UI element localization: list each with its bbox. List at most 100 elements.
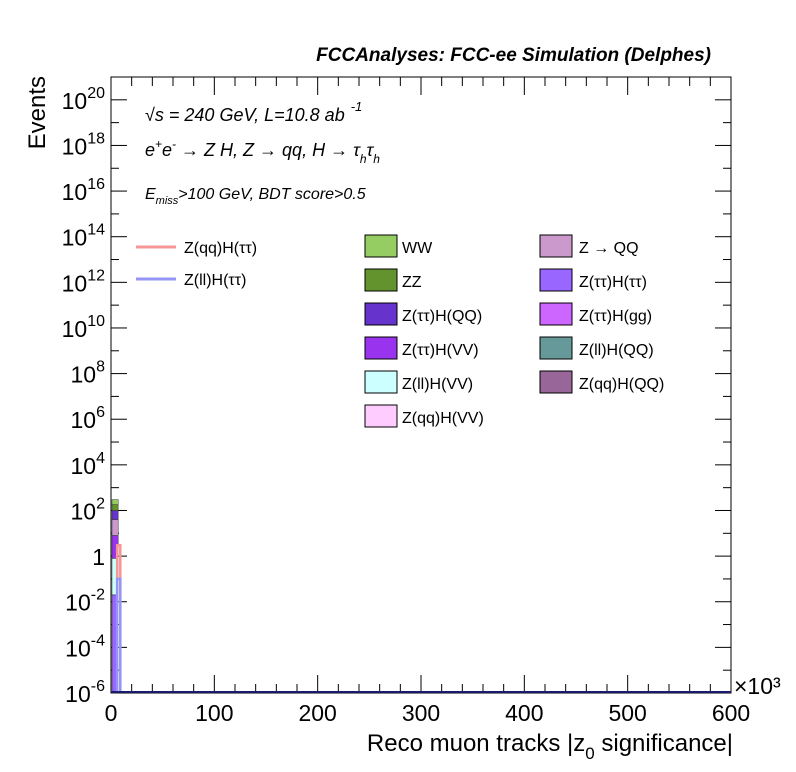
annotation-energy-lumi: √s = 240 GeV, L=10.8 ab -1	[145, 99, 362, 125]
y-tick-label: 1012	[62, 267, 105, 296]
stack-segment	[111, 504, 119, 511]
x-tick-label: 100	[195, 700, 233, 726]
y-tick-base: 10	[62, 88, 88, 114]
y-tick-exponent: 8	[96, 359, 105, 376]
y-tick-label: 1	[92, 544, 105, 570]
y-tick-label: 1016	[62, 176, 105, 205]
annotation-e2-sup: -	[172, 137, 176, 151]
legend-label: Z(ll)H(ττ)	[184, 272, 246, 289]
legend-label: Z(qq)H(VV)	[402, 410, 484, 427]
legend-swatch	[364, 302, 398, 326]
y-tick-label: 1018	[62, 130, 105, 159]
y-axis-ticks: 102010181016101410121010108106104102110-…	[62, 76, 731, 707]
legend-swatch	[364, 370, 398, 394]
y-tick-base: 10	[65, 681, 91, 707]
x-axis-ticks: 0 100 200 300 400 500 600	[105, 77, 750, 726]
y-tick-base: 10	[71, 498, 97, 524]
legend-label: ZZ	[402, 274, 422, 291]
annotation-h2-sub: h	[373, 152, 380, 166]
y-tick-label: 108	[71, 359, 106, 388]
signal-histogram	[115, 577, 122, 693]
legend-label: Z(ll)H(VV)	[402, 376, 473, 393]
legend-label: Z(ττ)H(ττ)	[579, 274, 647, 291]
y-tick-base: 10	[62, 270, 88, 296]
y-tick-base: 10	[71, 362, 97, 388]
y-tick-label: 10-4	[65, 632, 105, 661]
y-tick-exponent: 4	[96, 450, 105, 467]
legend: Z(qq)H(ττ) Z(ll)H(ττ) WW ZZ Z(ττ)H(QQ) Z(ττ)H…	[136, 234, 664, 428]
stack-segment	[111, 510, 119, 520]
y-tick-base: 10	[62, 179, 88, 205]
legend-swatch	[364, 234, 398, 258]
y-tick-base: 10	[62, 225, 88, 251]
y-tick-exponent: 18	[87, 130, 105, 147]
y-tick-exponent: 20	[87, 85, 105, 102]
annotation-decay: → Z H, Z → qq, H → τ	[176, 140, 361, 160]
y-tick-label: 1014	[62, 222, 105, 251]
annotation-tau2: τ	[367, 140, 375, 160]
annotation-e2: e	[162, 140, 172, 160]
legend-swatch	[364, 336, 398, 360]
y-tick-exponent: 6	[96, 404, 105, 421]
annotation-h1-sub: h	[360, 152, 367, 166]
legend-label: Z(ττ)H(QQ)	[402, 308, 482, 325]
stack-segment	[111, 499, 119, 505]
y-tick-exponent: 16	[87, 176, 105, 193]
x-tick-label: 0	[105, 700, 118, 726]
y-tick-exponent: 10	[87, 313, 105, 330]
annotation-sqrt-s: √s	[145, 105, 164, 125]
y-tick-label: 102	[71, 495, 106, 524]
x-axis-label-tail: significance|	[595, 730, 733, 757]
y-tick-label: 10-2	[65, 587, 105, 616]
y-tick-exponent: 14	[87, 222, 105, 239]
legend-swatch	[539, 268, 573, 292]
legend-swatch	[539, 336, 573, 360]
legend-label: Z(ττ)H(gg)	[579, 308, 652, 325]
x-axis-multiplier: ×10³	[734, 673, 781, 699]
x-tick-label: 600	[712, 700, 750, 726]
x-tick-label: 200	[298, 700, 336, 726]
legend-label: Z(ττ)H(VV)	[402, 342, 479, 359]
y-tick-base: 10	[65, 635, 91, 661]
legend-label: Z(ll)H(QQ)	[579, 342, 654, 359]
x-tick-label: 400	[505, 700, 543, 726]
y-tick-exponent: -6	[91, 678, 105, 695]
legend-swatch	[364, 404, 398, 428]
annotation-energy: = 240 GeV, L=10.8 ab	[164, 105, 345, 125]
annotation-selection: Emiss>100 GeV, BDT score>0.5	[145, 186, 366, 207]
x-tick-label: 500	[608, 700, 646, 726]
legend-label: Z(qq)H(ττ)	[184, 240, 257, 257]
y-tick-exponent: 12	[87, 267, 105, 284]
signal-lines	[115, 543, 122, 693]
annotation-e1: e	[145, 140, 155, 160]
annotation-process: e+e- → Z H, Z → qq, H → τhτh	[145, 137, 380, 166]
y-tick-base: 10	[71, 453, 97, 479]
y-tick-base: 10	[71, 407, 97, 433]
legend-label: Z(qq)H(QQ)	[579, 376, 664, 393]
annotation-emiss: E	[145, 186, 156, 203]
legend-label: WW	[402, 240, 433, 257]
y-tick-exponent: 2	[96, 495, 105, 512]
legend-swatch	[539, 370, 573, 394]
legend-swatch	[539, 302, 573, 326]
y-tick-label: 106	[71, 404, 106, 433]
y-tick-base: 10	[65, 590, 91, 616]
x-axis-label-text: Reco muon tracks |z	[367, 730, 585, 757]
y-tick-label: 10-6	[65, 678, 105, 707]
y-tick-exponent: -4	[91, 632, 105, 649]
y-tick-label: 104	[71, 450, 106, 479]
chart-title: FCCAnalyses: FCC-ee Simulation (Delphes)	[316, 45, 711, 66]
legend-swatch	[539, 234, 573, 258]
y-tick-base: 10	[62, 133, 88, 159]
y-tick-base: 10	[62, 316, 88, 342]
legend-label: Z → QQ	[579, 240, 639, 257]
legend-swatch	[364, 268, 398, 292]
y-tick-label: 1010	[62, 313, 105, 342]
stack-segment	[111, 519, 119, 536]
y-tick-label: 1020	[62, 85, 105, 114]
annotation-lumi-sup: -1	[351, 99, 363, 114]
x-axis-label: Reco muon tracks |z0 significance|	[367, 730, 733, 763]
annotation-emiss-sub: miss	[156, 195, 179, 207]
x-axis-label-sub: 0	[585, 744, 594, 763]
